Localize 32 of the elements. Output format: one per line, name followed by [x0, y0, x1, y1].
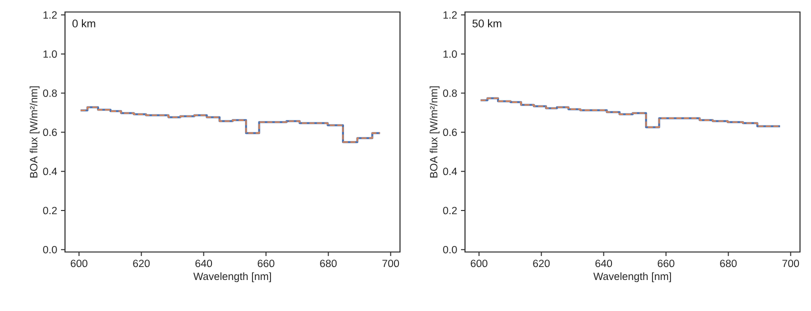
y-tick-label: 1.0 — [444, 50, 457, 58]
y-tick-label: 1.2 — [444, 11, 457, 19]
y-tick-label: 0.4 — [43, 168, 57, 176]
y-tick-label: 1.2 — [44, 11, 57, 19]
x-tick-label: 660 — [258, 260, 274, 268]
y-tick-label: 0.8 — [43, 89, 57, 97]
x-tick-label: 620 — [533, 260, 550, 268]
x-tick-label: 700 — [382, 260, 399, 268]
x-tick-label: 640 — [195, 260, 212, 268]
annotation: 50 km — [472, 19, 502, 28]
x-axis-title: Wavelength [nm] — [593, 272, 671, 282]
x-tick-label: 600 — [470, 260, 488, 268]
x-tick-label: 620 — [133, 260, 150, 268]
x-axis-title: Wavelength [nm] — [193, 272, 271, 282]
y-tick-label: 0.2 — [43, 206, 57, 214]
x-tick-label: 640 — [595, 260, 612, 268]
y-tick-label: 0.8 — [443, 89, 457, 97]
x-tick-label: 680 — [720, 260, 737, 268]
y-tick-label: 0.2 — [443, 206, 457, 214]
y-axis-title: BOA flux [W/m²/nm] — [430, 86, 440, 178]
x-tick-label: 660 — [658, 260, 674, 268]
y-axis-title: BOA flux [W/m²/nm] — [30, 86, 40, 178]
y-tick-label: 0.0 — [443, 246, 457, 254]
y-tick-label: 1.0 — [44, 50, 57, 58]
annotation: 0 km — [72, 19, 96, 28]
y-tick-label: 0.0 — [43, 246, 57, 254]
x-tick-label: 700 — [782, 260, 799, 268]
y-tick-label: 0.6 — [443, 128, 457, 136]
y-tick-label: 0.6 — [43, 128, 57, 136]
x-tick-label: 680 — [320, 260, 337, 268]
y-tick-label: 0.4 — [443, 168, 457, 176]
x-tick-label: 600 — [70, 260, 88, 268]
